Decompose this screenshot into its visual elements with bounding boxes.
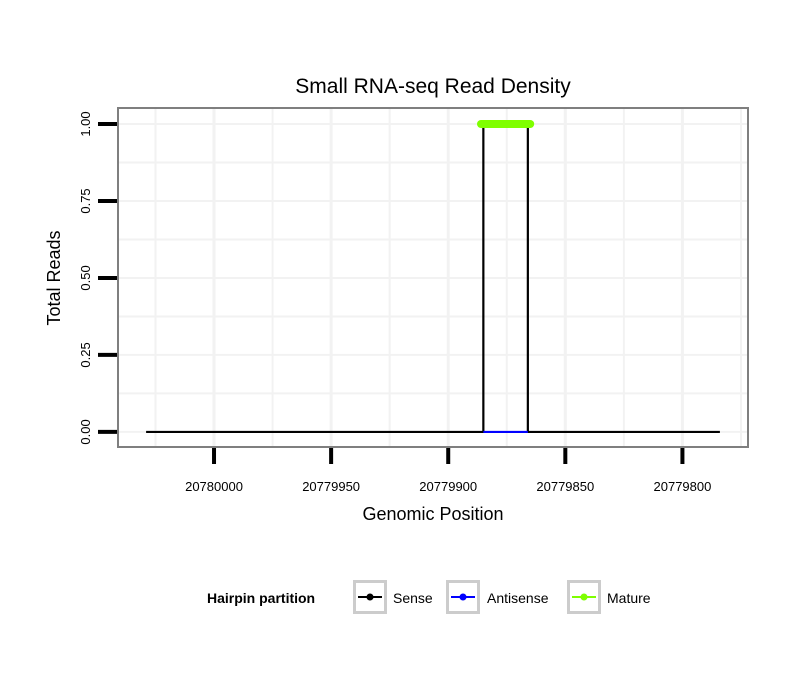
plot-panel-border (117, 107, 749, 448)
legend-item-antisense: Antisense (446, 580, 549, 614)
x-tick-label: 20779850 (536, 479, 594, 494)
x-tick-label: 20779800 (654, 479, 712, 494)
legend-point-icon (580, 593, 588, 601)
legend-item-mature: Mature (567, 580, 651, 614)
y-axis-label: Total Reads (44, 230, 64, 325)
y-tick-label: 0.50 (78, 265, 93, 290)
legend-point-icon (459, 593, 467, 601)
legend-label: Sense (393, 590, 433, 606)
x-axis-label: Genomic Position (362, 504, 503, 524)
x-tick-label: 20779900 (419, 479, 477, 494)
y-tick-label: 0.00 (78, 419, 93, 444)
legend-label: Mature (607, 590, 651, 606)
x-tick-label: 20780000 (185, 479, 243, 494)
grid (118, 108, 748, 447)
y-tick-label: 1.00 (78, 111, 93, 136)
legend-label: Antisense (487, 590, 549, 606)
x-tick-label: 20779950 (302, 479, 360, 494)
legend: Hairpin partition Sense Antisense Mature (207, 580, 651, 614)
chart-title: Small RNA-seq Read Density (295, 75, 571, 98)
legend-title: Hairpin partition (207, 590, 315, 606)
y-axis: 0.00 0.25 0.50 0.75 1.00 (78, 111, 117, 445)
y-tick-label: 0.25 (78, 342, 93, 367)
legend-item-sense: Sense (353, 580, 433, 614)
x-axis: 20780000 20779950 20779900 20779850 20779800 (185, 448, 711, 494)
series-layer (146, 120, 720, 434)
legend-point-icon (366, 593, 374, 601)
y-tick-label: 0.75 (78, 188, 93, 213)
